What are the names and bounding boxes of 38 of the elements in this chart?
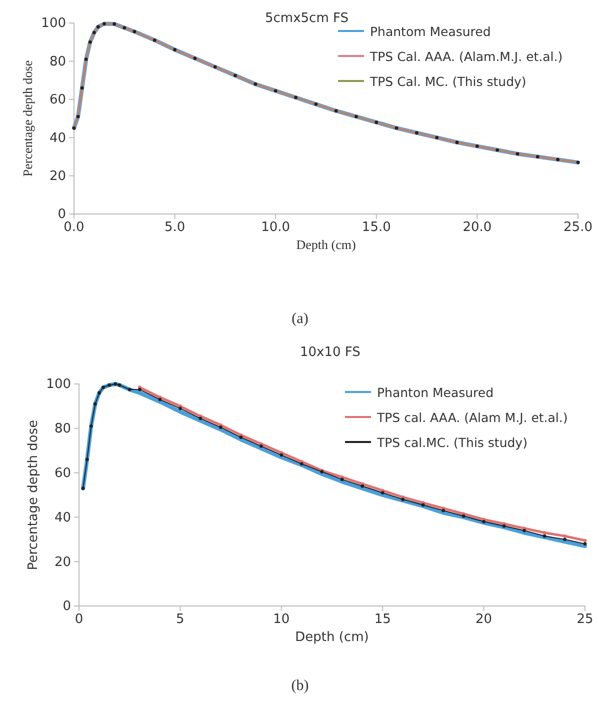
y-tick-label: 0 xyxy=(62,599,71,614)
y-tick-label: 80 xyxy=(54,422,71,437)
legend-label: Phantom Measured xyxy=(370,24,491,39)
y-tick-label: 20 xyxy=(49,168,66,184)
y-tick-label: 20 xyxy=(54,554,71,570)
legend-label: TPS Cal. MC. (This study) xyxy=(369,74,526,89)
y-tick-label: 100 xyxy=(46,377,71,392)
text: (a) xyxy=(292,311,308,327)
x-tick-label: 20.0 xyxy=(462,220,492,236)
x-tick-label: 5.0 xyxy=(164,220,186,236)
x-tick-label: 20 xyxy=(476,612,492,628)
y-tick-label: 40 xyxy=(54,510,71,526)
x-tick-label: 0.0 xyxy=(64,220,84,236)
y-tick-label: 60 xyxy=(49,92,66,108)
x-tick-label: 0 xyxy=(74,612,84,628)
y-axis-title: Percentage depth dose xyxy=(26,420,41,570)
y-tick-label: 80 xyxy=(49,54,66,70)
x-tick-label: 10 xyxy=(273,612,290,628)
legend-label: TPS cal.MC. (This study) xyxy=(376,435,528,450)
x-tick-label: 15 xyxy=(374,612,391,628)
y-tick-label: 0 xyxy=(58,207,66,222)
y-tick-label: 60 xyxy=(54,466,71,481)
x-tick-label: 25 xyxy=(576,612,594,628)
x-tick-label: 5 xyxy=(176,612,184,628)
chart-title: 5cmx5cm FS xyxy=(265,11,348,26)
legend-label: TPS cal. AAA. (Alam M.J. et.al.) xyxy=(376,410,568,425)
x-tick-label: 10.0 xyxy=(261,220,290,236)
y-axis-title: Percentage depth dose xyxy=(20,60,35,177)
x-axis-title: Depth (cm) xyxy=(295,630,369,645)
x-tick-label: 15.0 xyxy=(362,220,391,236)
chart-title: 10x10 FS xyxy=(300,345,360,360)
y-tick-label: 40 xyxy=(49,130,66,146)
legend-label: Phanton Measured xyxy=(377,385,494,400)
x-axis-title: Depth (cm) xyxy=(296,237,356,252)
text: (b) xyxy=(291,678,309,694)
x-tick-label: 25.0 xyxy=(564,220,592,236)
y-tick-label: 100 xyxy=(41,16,66,32)
legend-label: TPS Cal. AAA. (Alam.M.J. et.al.) xyxy=(369,49,563,64)
